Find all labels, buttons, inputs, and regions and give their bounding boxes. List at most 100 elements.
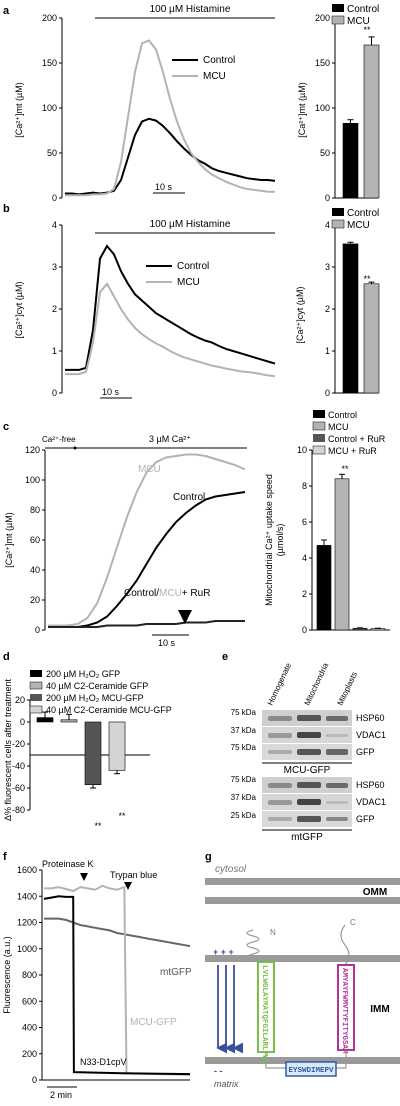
legend-b-mcu: MCU xyxy=(177,277,200,288)
band xyxy=(297,715,321,721)
c-terminus-tail xyxy=(340,924,350,966)
label-c-rur-a: Control/ xyxy=(124,588,159,599)
scalebar-b-label: 10 s xyxy=(102,387,120,397)
legend-d-1-swatch xyxy=(29,681,43,690)
legend-d-2: 200 µM H₂O₂ MCU-GFP xyxy=(46,693,144,703)
legend-a-bar-mcu: MCU xyxy=(347,16,370,27)
axis-label-c-bar-y2: (µmol/s) xyxy=(275,524,285,557)
phase-label-c-free: Ca²⁺-free xyxy=(42,435,76,444)
band xyxy=(297,782,321,788)
a-y-tick-label: 200 xyxy=(42,13,57,23)
panel-a-bars: 0 50 100 150 200 [Ca²⁺]mt (µM) Control MCU *… xyxy=(297,4,380,203)
event-marker-f-1 xyxy=(124,882,132,890)
band-e-0: HSP60 xyxy=(356,713,385,723)
sig-d-1: ** xyxy=(118,811,126,821)
b-bar-y-tick-label: 3 xyxy=(325,262,330,272)
a-bar-y-tick-label: 100 xyxy=(315,103,330,113)
band xyxy=(297,732,321,738)
f-y-tick-label: 800 xyxy=(22,970,37,980)
panel-label-c: c xyxy=(3,421,9,433)
col-e-2: Mitoplasts xyxy=(336,670,359,706)
stimulus-label-b: 100 µM Histamine xyxy=(150,219,231,230)
trace-c-control xyxy=(48,491,246,628)
trace-a-mcu xyxy=(65,39,275,197)
d-bar xyxy=(84,721,102,786)
label-g-c: C xyxy=(350,918,356,927)
c-y-tick-label: 100 xyxy=(25,475,40,485)
legend-c-control-rur-swatch xyxy=(313,434,325,442)
band xyxy=(297,799,321,805)
scalebar-a-label: 10 s xyxy=(155,182,173,192)
legend-b-bar-control-swatch xyxy=(332,208,344,216)
band xyxy=(326,817,348,821)
kda-e-2: 75 kDa xyxy=(231,743,257,752)
panel-d-bars: -80 -60 -40 -20 0 20 Δ% fluorescent cells aft… xyxy=(3,669,172,831)
a-y-tick-label: 100 xyxy=(42,103,57,113)
band xyxy=(268,750,292,754)
d-y-tick-label: -20 xyxy=(12,739,25,749)
legend-a-control: Control xyxy=(203,55,235,66)
axis-label-c-y: [Ca²⁺]mt (µM) xyxy=(4,512,14,567)
sig-d-0: ** xyxy=(94,821,102,831)
trace-b-mcu xyxy=(65,282,276,378)
f-y-tick-label: 1200 xyxy=(17,918,37,928)
band xyxy=(297,816,321,822)
b-bar-y-tick-label: 4 xyxy=(325,220,330,230)
band xyxy=(268,783,292,788)
b-bar xyxy=(342,243,359,394)
f-y-tick-label: 600 xyxy=(22,996,37,1006)
a-bar-y-tick-label: 50 xyxy=(320,148,330,158)
panel-label-e: e xyxy=(222,651,228,663)
f-y-tick-label: 1400 xyxy=(17,891,37,901)
legend-c-control-rur: Control + RuR xyxy=(328,434,386,444)
group-e-0: MCU-GFP xyxy=(284,765,331,776)
legend-a-bar-mcu-swatch xyxy=(331,15,345,25)
c-bar-y-tick-label: 4 xyxy=(302,553,307,563)
band-e-1: VDAC1 xyxy=(356,730,386,740)
panel-b-bars: 0 1 2 3 4 [Ca²⁺]cyt (µM) Control MCU ** xyxy=(295,208,380,398)
legend-d-2-swatch xyxy=(30,694,42,701)
legend-d-0-swatch xyxy=(30,670,42,677)
c-bar-y-tick-label: 2 xyxy=(302,589,307,599)
sig-c: ** xyxy=(341,464,349,474)
band xyxy=(326,749,348,755)
sig-b: ** xyxy=(363,274,371,284)
legend-a-mcu: MCU xyxy=(203,71,226,82)
legend-d-1: 40 µM C2-Ceramide GFP xyxy=(46,681,148,691)
d-y-tick-label: -40 xyxy=(12,761,25,771)
label-c-rur-b: MCU xyxy=(159,588,182,599)
a-y-tick-label: 50 xyxy=(47,148,57,158)
c-bar-y-tick-label: 8 xyxy=(302,481,307,491)
panel-b-trace: 0 1 2 3 4 [Ca²⁺]cyt (µM) 100 µM Histamine Co… xyxy=(14,219,276,399)
scalebar-c-label: 10 s xyxy=(158,638,176,648)
panel-label-b: b xyxy=(3,203,10,215)
b-y-tick-label: 3 xyxy=(52,262,57,272)
b-bar-y-tick-label: 0 xyxy=(325,388,330,398)
trace-c-mcu xyxy=(48,453,246,627)
label-g-tm1: LVLWGLAYMATQFGILARLTWW xyxy=(260,965,268,1065)
trace-f-n33 xyxy=(43,895,191,1076)
axis-label-c-bar-y1: Mitochondrial Ca²⁺ uptake speed xyxy=(264,474,274,606)
label-g-loop: EYSWDIMEPV xyxy=(288,1067,334,1075)
legend-c-control-swatch xyxy=(313,410,325,418)
label-g-minus: - - xyxy=(214,1066,223,1076)
label-g-matrix: matrix xyxy=(214,1079,239,1089)
b-y-tick-label: 0 xyxy=(52,388,57,398)
imm-layer-1 xyxy=(205,955,400,962)
c-bar xyxy=(334,478,350,631)
kda-e-1: 37 kDa xyxy=(231,726,257,735)
f-y-tick-label: 200 xyxy=(22,1049,37,1059)
band xyxy=(268,733,292,738)
stimulus-label-a: 100 µM Histamine xyxy=(150,4,231,15)
c-y-tick-label: 0 xyxy=(35,625,40,635)
loop-box xyxy=(285,1061,337,1077)
legend-c-mcu-rur-swatch xyxy=(312,445,326,455)
label-g-cytosol: cytosol xyxy=(215,864,247,875)
legend-c-control: Control xyxy=(328,410,357,420)
label-f-mcu-gfp: MCU-GFP xyxy=(130,1017,177,1028)
b-bar-y-tick-label: 1 xyxy=(325,346,330,356)
label-c-control: Control xyxy=(173,492,205,503)
panel-e-blot: Homogenate Mitochondria Mitoplasts 75 kD… xyxy=(231,661,386,843)
svg-text:Control/MCU+ RuR: Control/MCU+ RuR xyxy=(124,588,210,599)
